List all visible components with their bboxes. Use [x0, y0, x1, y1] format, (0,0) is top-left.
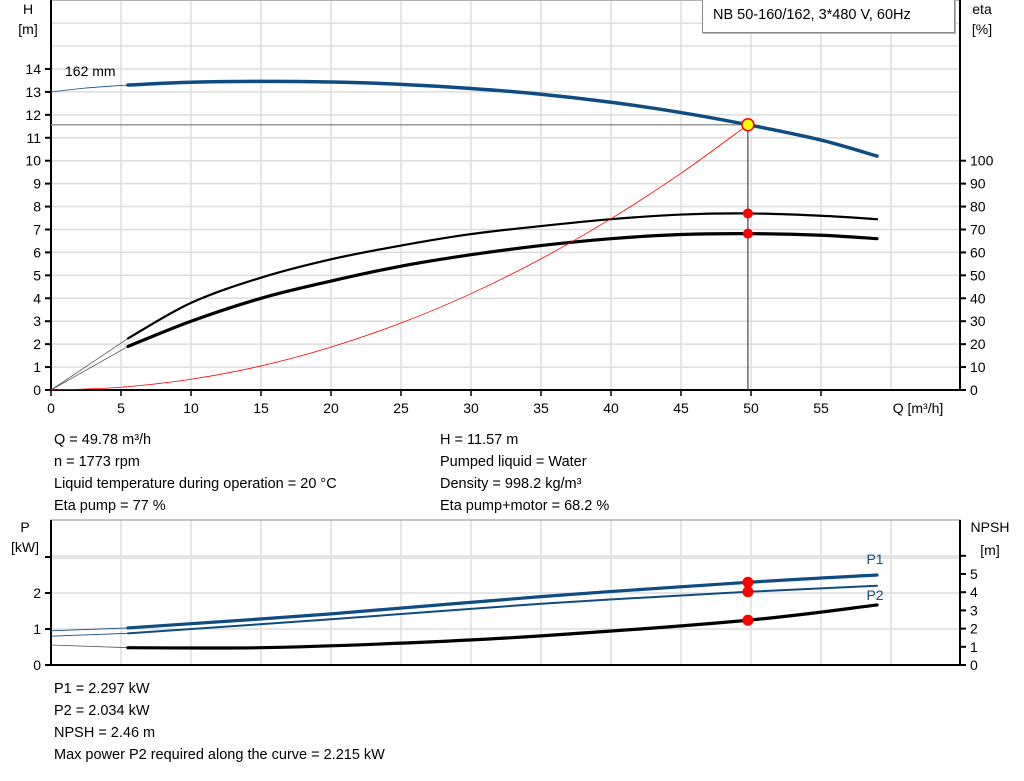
y-axis-label: P — [20, 519, 29, 535]
series-extension-1 — [50, 632, 129, 637]
info-top-left: Q = 49.78 m³/h n = 1773 rpm Liquid tempe… — [54, 429, 337, 517]
series-line-eta-pump-motor — [126, 231, 879, 349]
x-tick-label: 40 — [603, 400, 619, 416]
y-tick-label: 7 — [33, 221, 41, 237]
y-right-axis-unit: [%] — [972, 21, 992, 37]
y-tick-label: 8 — [33, 199, 41, 215]
series-line-npsh — [126, 603, 879, 650]
x-tick-label: 35 — [533, 400, 549, 416]
info-head: H = 11.57 m — [440, 432, 519, 448]
info-bottom: P1 = 2.297 kW P2 = 2.034 kW NPSH = 2.46 … — [54, 678, 385, 766]
y-right-tick-label: 0 — [970, 657, 978, 673]
x-tick-label: 45 — [673, 400, 689, 416]
series-extension-0 — [50, 84, 129, 93]
info-eta-pump: Eta pump = 77 % — [54, 498, 166, 514]
info-liquid: Pumped liquid = Water — [440, 454, 587, 470]
curve-label-impeller: 162 mm — [65, 63, 116, 79]
y-tick-label: 1 — [33, 621, 41, 637]
y-right-tick-label: 2 — [970, 621, 978, 637]
y-right-tick-label: 20 — [970, 336, 986, 352]
y-tick-label: 12 — [25, 107, 41, 123]
info-density: Density = 998.2 kg/m³ — [440, 476, 582, 492]
info-p1: P1 = 2.297 kW — [54, 681, 150, 697]
y-tick-label: 13 — [25, 84, 41, 100]
y-right-tick-label: 100 — [970, 153, 994, 169]
y-tick-label: 1 — [33, 359, 41, 375]
x-tick-label: 15 — [253, 400, 269, 416]
y-axis-label: H — [23, 1, 33, 17]
y-tick-label: 0 — [33, 657, 41, 673]
duty-point-npsh — [742, 614, 754, 626]
y-tick-label: 2 — [33, 336, 41, 352]
y-right-tick-label: 4 — [970, 584, 978, 600]
x-tick-label: 5 — [117, 400, 125, 416]
x-tick-label: 0 — [47, 400, 55, 416]
series-extension-2 — [50, 346, 129, 391]
duty-point-eta-pump-motor — [742, 228, 753, 239]
series-line-p1 — [126, 573, 879, 630]
y-right-tick-label: 90 — [970, 176, 986, 192]
x-tick-label: 50 — [743, 400, 759, 416]
y-right-tick-label: 40 — [970, 290, 986, 306]
x-tick-label: 30 — [463, 400, 479, 416]
info-temperature: Liquid temperature during operation = 20… — [54, 476, 337, 492]
x-axis-label: Q [m³/h] — [893, 400, 944, 416]
y-tick-label: 6 — [33, 244, 41, 260]
info-speed: n = 1773 rpm — [54, 454, 140, 470]
y-right-tick-label: 0 — [970, 382, 978, 398]
y-right-axis-label: eta — [972, 1, 992, 17]
info-max-power: Max power P2 required along the curve = … — [54, 747, 385, 763]
info-eta-pump-motor: Eta pump+motor = 68.2 % — [440, 498, 610, 514]
y-right-axis-unit: [m] — [980, 542, 999, 558]
info-flow: Q = 49.78 m³/h — [54, 432, 152, 448]
y-right-tick-label: 70 — [970, 221, 986, 237]
series-extension-0 — [50, 627, 129, 632]
y-right-tick-label: 60 — [970, 244, 986, 260]
series-line-system-curve — [50, 124, 749, 391]
y-right-tick-label: 30 — [970, 313, 986, 329]
duty-point-eta-pump — [742, 208, 753, 219]
x-tick-label: 10 — [183, 400, 199, 416]
y-tick-label: 0 — [33, 382, 41, 398]
series-label-p1: P1 — [866, 551, 883, 567]
duty-point-p2 — [742, 586, 754, 598]
y-tick-label: 10 — [25, 153, 41, 169]
y-right-tick-label: 1 — [970, 639, 978, 655]
series-extension-2 — [50, 644, 129, 649]
info-npsh: NPSH = 2.46 m — [54, 725, 156, 741]
y-right-axis-label: NPSH — [971, 519, 1010, 535]
y-right-tick-label: 10 — [970, 359, 986, 375]
y-tick-label: 4 — [33, 290, 41, 306]
info-top-right: H = 11.57 m Pumped liquid = Water Densit… — [440, 429, 609, 517]
series-extension-1 — [50, 338, 129, 391]
y-tick-label: 9 — [33, 176, 41, 192]
y-right-tick-label: 50 — [970, 267, 986, 283]
y-axis-unit: [kW] — [11, 539, 39, 555]
y-tick-label: 2 — [33, 585, 41, 601]
x-tick-label: 20 — [323, 400, 339, 416]
x-tick-label: 55 — [813, 400, 829, 416]
duty-point-head — [741, 117, 755, 132]
plot-frame — [50, 0, 961, 391]
chart-legend-title: NB 50-160/162, 3*480 V, 60Hz — [702, 0, 955, 33]
y-right-tick-label: 5 — [970, 566, 978, 582]
y-axis-unit: [m] — [18, 21, 37, 37]
y-tick-label: 11 — [26, 130, 41, 146]
series-label-p2: P2 — [866, 587, 883, 603]
info-p2: P2 = 2.034 kW — [54, 703, 150, 719]
x-tick-label: 25 — [393, 400, 409, 416]
y-right-tick-label: 3 — [970, 602, 978, 618]
y-tick-label: 14 — [25, 61, 41, 77]
series-line-p2 — [127, 584, 878, 635]
duty-point-p1 — [742, 576, 754, 588]
y-right-tick-label: 80 — [970, 199, 986, 215]
y-tick-label: 3 — [33, 313, 41, 329]
y-tick-label: 5 — [33, 267, 41, 283]
